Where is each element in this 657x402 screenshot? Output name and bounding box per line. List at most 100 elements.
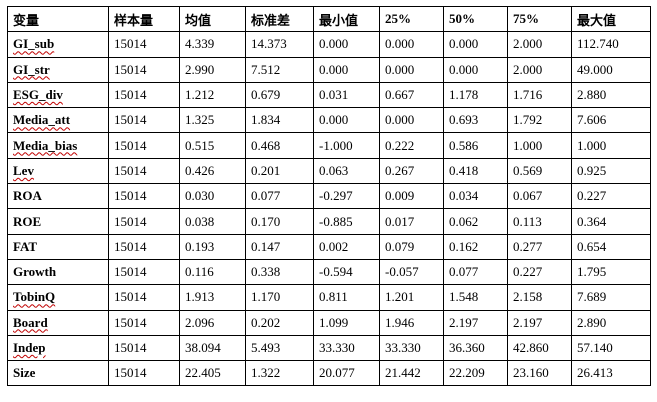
p75-cell: 0.227	[507, 258, 572, 286]
mean-cell: 0.515	[179, 132, 246, 159]
min-cell: 0.000	[313, 56, 380, 83]
max-cell: 1.795	[571, 258, 651, 286]
min-cell: -1.000	[313, 132, 380, 159]
mean-cell: 0.038	[179, 208, 246, 235]
table-row: ROE 15014 0.038 0.170 -0.885 0.017 0.062 0.113 0…	[7, 208, 651, 235]
p75-cell: 2.000	[507, 31, 572, 58]
mean-cell: 0.426	[179, 157, 246, 185]
max-cell: 0.364	[571, 208, 651, 235]
min-cell: 0.063	[313, 157, 380, 185]
p50-cell: 0.000	[443, 31, 508, 58]
p75-cell: 23.160	[507, 360, 572, 387]
mean-cell: 0.030	[179, 183, 246, 210]
p50-cell: 36.360	[443, 334, 508, 362]
sample-size-cell: 15014	[108, 208, 180, 235]
header-mean: 均值	[179, 5, 246, 33]
max-cell: 2.890	[571, 309, 651, 336]
max-cell: 7.606	[571, 107, 651, 134]
mean-cell: 1.913	[179, 284, 246, 311]
std-dev-cell: 7.512	[245, 56, 314, 83]
p25-cell: 0.667	[379, 81, 444, 109]
table-row: ROA 15014 0.030 0.077 -0.297 0.009 0.034 0.067 0…	[7, 183, 651, 210]
header-std-dev: 标准差	[245, 5, 314, 33]
mean-cell: 4.339	[179, 31, 246, 58]
variable-name: Board	[13, 314, 48, 330]
p25-cell: -0.057	[379, 258, 444, 286]
p25-cell: 0.000	[379, 31, 444, 58]
p50-cell: 0.000	[443, 56, 508, 83]
max-cell: 0.654	[571, 233, 651, 260]
p25-cell: 0.017	[379, 208, 444, 235]
p75-cell: 0.569	[507, 157, 572, 185]
std-dev-cell: 0.170	[245, 208, 314, 235]
p25-cell: 21.442	[379, 360, 444, 387]
p50-cell: 0.077	[443, 258, 508, 286]
p25-cell: 0.267	[379, 157, 444, 185]
max-cell: 0.227	[571, 183, 651, 210]
descriptive-statistics-table: 变量 样本量 均值 标准差 最小值 25% 50% 75% 最大值 GI_sub…	[7, 5, 651, 387]
sample-size-cell: 15014	[108, 309, 180, 336]
max-cell: 112.740	[571, 31, 651, 58]
p25-cell: 0.222	[379, 132, 444, 159]
variable-cell: Size	[7, 360, 109, 387]
sample-size-cell: 15014	[108, 183, 180, 210]
variable-cell: ESG_div	[7, 81, 109, 109]
table-row: Size 15014 22.405 1.322 20.077 21.442 22.209 23…	[7, 360, 651, 387]
std-dev-cell: 0.679	[245, 81, 314, 109]
p25-cell: 33.330	[379, 334, 444, 362]
variable-cell: GI_str	[7, 56, 109, 83]
variable-cell: Board	[7, 309, 109, 336]
min-cell: 0.031	[313, 81, 380, 109]
min-cell: 0.002	[313, 233, 380, 260]
p25-cell: 0.009	[379, 183, 444, 210]
table-row: GI_str 15014 2.990 7.512 0.000 0.000 0.000 2.00…	[7, 56, 651, 83]
p75-cell: 1.792	[507, 107, 572, 134]
variable-cell: Lev	[7, 157, 109, 185]
table-row: Lev 15014 0.426 0.201 0.063 0.267 0.418 0.569 0.…	[7, 157, 651, 185]
p75-cell: 0.067	[507, 183, 572, 210]
variable-cell: Indep	[7, 334, 109, 362]
variable-cell: TobinQ	[7, 284, 109, 311]
min-cell: 1.099	[313, 309, 380, 336]
mean-cell: 0.193	[179, 233, 246, 260]
p50-cell: 0.062	[443, 208, 508, 235]
table-row: Board 15014 2.096 0.202 1.099 1.946 2.197 2.197…	[7, 309, 651, 336]
max-cell: 26.413	[571, 360, 651, 387]
p50-cell: 0.162	[443, 233, 508, 260]
min-cell: 0.000	[313, 107, 380, 134]
p75-cell: 2.197	[507, 309, 572, 336]
p50-cell: 0.418	[443, 157, 508, 185]
variable-name: Indep	[13, 340, 46, 355]
variable-cell: ROE	[7, 208, 109, 235]
variable-name: ESG_div	[13, 87, 63, 103]
max-cell: 2.880	[571, 81, 651, 109]
stats-table-container: 变量 样本量 均值 标准差 最小值 25% 50% 75% 最大值 GI_sub…	[7, 5, 651, 387]
variable-cell: Media_bias	[7, 132, 109, 159]
mean-cell: 22.405	[179, 360, 246, 387]
variable-name: ROE	[13, 213, 42, 229]
p25-cell: 0.000	[379, 56, 444, 83]
std-dev-cell: 0.468	[245, 132, 314, 159]
mean-cell: 2.096	[179, 309, 246, 336]
header-max: 最大值	[571, 5, 651, 33]
mean-cell: 1.212	[179, 81, 246, 109]
variable-name: FAT	[13, 238, 38, 254]
std-dev-cell: 14.373	[245, 31, 314, 58]
p75-cell: 2.000	[507, 56, 572, 83]
header-variable: 变量	[7, 5, 109, 33]
header-sample-size: 样本量	[108, 5, 180, 33]
header-min: 最小值	[313, 5, 380, 33]
max-cell: 49.000	[571, 56, 651, 83]
mean-cell: 1.325	[179, 107, 246, 134]
header-p75: 75%	[507, 5, 572, 33]
p25-cell: 1.946	[379, 309, 444, 336]
std-dev-cell: 0.202	[245, 309, 314, 336]
p50-cell: 0.693	[443, 107, 508, 134]
std-dev-cell: 1.834	[245, 107, 314, 134]
sample-size-cell: 15014	[108, 56, 180, 83]
min-cell: -0.594	[313, 258, 380, 286]
min-cell: 33.330	[313, 334, 380, 362]
variable-name: Size	[13, 365, 36, 381]
variable-cell: GI_sub	[7, 31, 109, 58]
table-row: TobinQ 15014 1.913 1.170 0.811 1.201 1.548 2.15…	[7, 284, 651, 311]
